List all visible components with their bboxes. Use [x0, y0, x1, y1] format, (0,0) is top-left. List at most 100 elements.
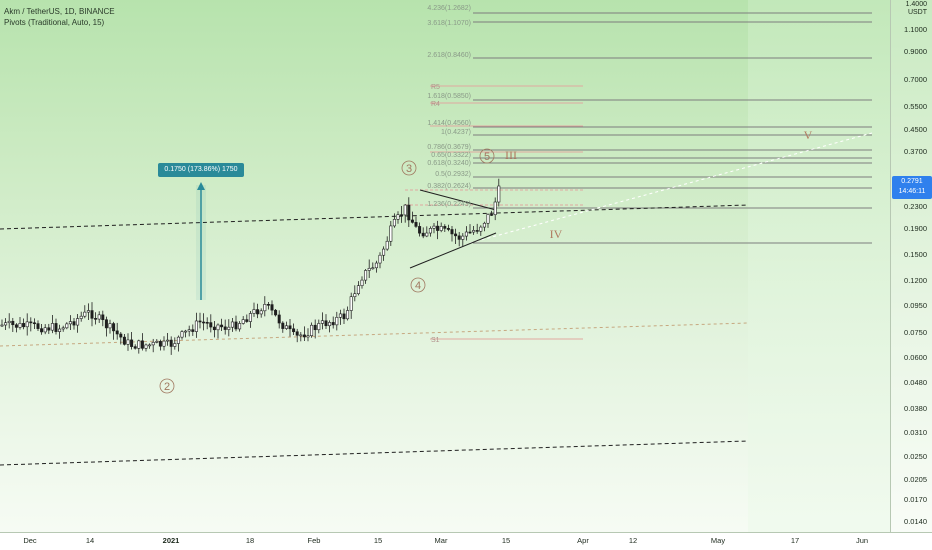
candle-body: [158, 341, 162, 347]
wave-4-label: 4: [415, 280, 421, 292]
time-tick: 14: [85, 536, 95, 545]
candle-body: [166, 339, 170, 342]
price-tick: 0.1200: [904, 276, 927, 285]
candle-body: [454, 233, 458, 237]
fib-label-1236: 1.236(0.2243): [427, 201, 471, 208]
candle-body: [378, 254, 382, 264]
time-tick: Apr: [577, 536, 589, 545]
candle-body: [194, 320, 198, 332]
candle-body: [331, 322, 335, 326]
candle-body: [464, 231, 468, 237]
candle-body: [421, 232, 425, 237]
fib-label-1414: 1.414(0.4560): [427, 120, 471, 127]
candle-body: [306, 335, 310, 338]
candle-body: [403, 204, 407, 216]
candle-body: [335, 317, 339, 326]
candle-body: [68, 321, 72, 325]
pivot-levels: [405, 85, 583, 340]
candle-body: [432, 225, 436, 229]
candle-body: [342, 313, 346, 320]
indicator-title[interactable]: Pivots (Traditional, Auto, 15): [4, 18, 105, 27]
channel-upper-line: [0, 204, 749, 230]
chart-legend: Akm / TetherUS, 1D, BINANCE Pivots (Trad…: [4, 6, 115, 28]
candle-body: [25, 321, 29, 328]
time-tick: 15: [373, 536, 383, 545]
time-axis[interactable]: Dec 14 2021 18 Feb 15 Mar 15 Apr 12 May …: [0, 532, 932, 550]
price-axis[interactable]: 1.4000 USDT 1.1000 0.9000 0.7000 0.5500 …: [890, 0, 932, 532]
price-chart-canvas[interactable]: 4.236(1.2682) 3.618(1.1070) 2.618(0.8460…: [0, 0, 890, 532]
price-tick: 1.1000: [904, 25, 927, 34]
candle-body: [36, 323, 40, 329]
candle-body: [493, 201, 497, 216]
elliott-wave-labels: 2 3 4 5 III IV V: [159, 128, 813, 394]
fib-label-065: 0.65(0.3322): [431, 152, 471, 159]
price-tick: 0.4500: [904, 125, 927, 134]
pivot-label-r4: R4: [431, 101, 440, 108]
currency-label: 1.4000 USDT: [906, 1, 927, 17]
candle-body: [230, 321, 234, 328]
candle-body: [324, 320, 328, 327]
price-tick: 0.1900: [904, 224, 927, 233]
candle-body: [151, 342, 155, 346]
candle-body: [472, 230, 476, 233]
price-tick: 0.9000: [904, 47, 927, 56]
candle-body: [205, 322, 209, 324]
wave-v-label: V: [804, 128, 813, 142]
candle-body: [446, 228, 450, 230]
price-tick: 0.5500: [904, 102, 927, 111]
candle-body: [234, 321, 238, 330]
candle-body: [490, 214, 494, 216]
wave-4-circle: [410, 277, 426, 293]
channel-lower-line: [0, 440, 749, 466]
candle-body: [360, 279, 364, 286]
candle-body: [83, 311, 87, 317]
candle-body: [238, 323, 242, 330]
candle-body: [317, 323, 321, 331]
candle-body: [76, 318, 80, 326]
candle-body: [346, 310, 350, 320]
price-tick: 0.0140: [904, 517, 927, 526]
candle-body: [299, 334, 303, 337]
candle-body: [50, 323, 54, 331]
candle-body: [198, 320, 202, 323]
fib-label-0786: 0.786(0.3679): [427, 144, 471, 151]
candle-body: [22, 323, 26, 328]
candle-body: [284, 325, 288, 329]
candle-body: [162, 340, 166, 347]
price-tick: 0.0950: [904, 301, 927, 310]
candle-body: [191, 329, 195, 332]
candle-body: [202, 321, 206, 324]
candle-body: [14, 324, 18, 328]
candle-body: [216, 324, 220, 331]
candle-body: [101, 314, 105, 321]
candle-body: [223, 326, 227, 330]
price-tick: 0.0250: [904, 452, 927, 461]
candle-body: [140, 340, 144, 349]
candle-body: [356, 285, 360, 295]
wave-2-label: 2: [164, 381, 170, 393]
candle-body: [65, 323, 69, 329]
candle-body: [281, 322, 285, 329]
symbol-title[interactable]: Akm / TetherUS, 1D, BINANCE: [4, 7, 115, 16]
triangle-upper-line: [419, 189, 497, 211]
candle-body: [263, 304, 267, 312]
candle-body: [155, 341, 159, 343]
candle-body: [382, 248, 386, 256]
candle-body: [277, 314, 281, 324]
time-tick: 15: [501, 536, 511, 545]
candle-body: [137, 340, 141, 349]
candle-body: [374, 262, 378, 269]
candle-body: [270, 304, 274, 311]
candle-body: [353, 293, 357, 298]
candle-body: [256, 309, 260, 315]
candle-body: [180, 331, 184, 338]
candle-body: [266, 304, 270, 306]
time-tick: 17: [790, 536, 800, 545]
candle-body: [475, 230, 479, 232]
fib-label-0618: 0.618(0.3240): [427, 160, 471, 167]
fib-label-05: 0.5(0.2932): [435, 171, 471, 178]
fib-levels: [473, 12, 872, 244]
price-tick: 0.3700: [904, 147, 927, 156]
candle-body: [4, 322, 8, 326]
